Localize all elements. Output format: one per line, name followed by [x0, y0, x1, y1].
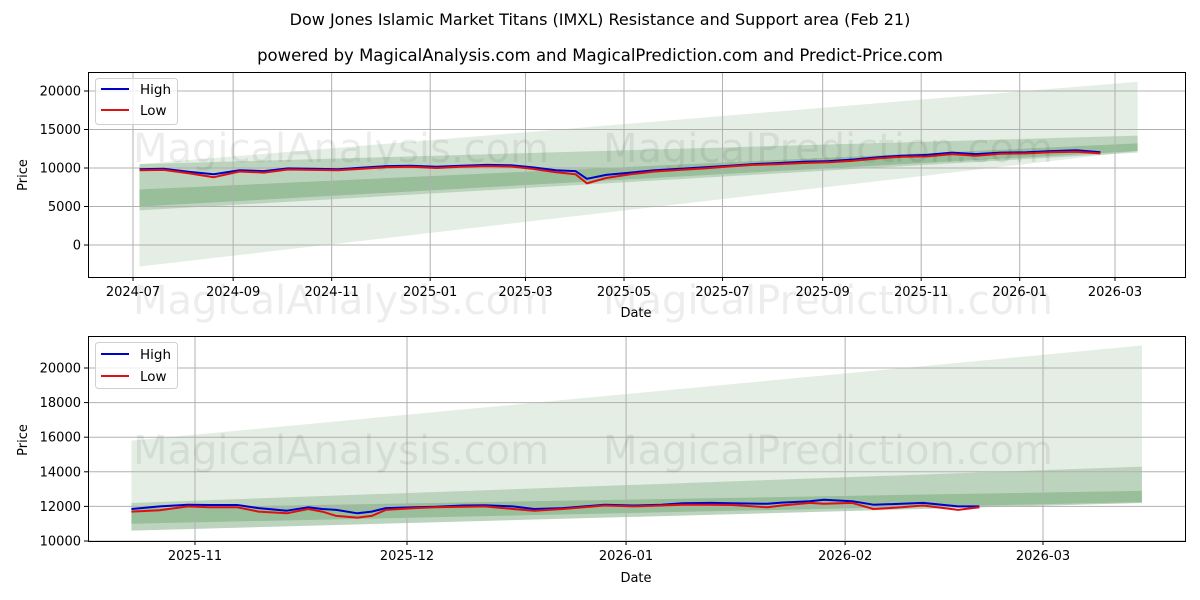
- y-tick-label: 15000: [40, 123, 81, 138]
- series-low-line: [139, 150, 1101, 185]
- x-tick-label: 2024-09: [206, 285, 260, 300]
- y-tick-label: 14000: [40, 465, 81, 480]
- legend-high-label-2: High: [140, 347, 171, 363]
- chart-subtitle: powered by MagicalAnalysis.com and Magic…: [257, 46, 943, 65]
- x-tick-label: 2025-03: [498, 285, 552, 300]
- y-tick-label: 10000: [40, 535, 81, 550]
- top-price-lines: [139, 149, 1101, 185]
- x-tick-label: 2026-01: [599, 549, 653, 564]
- series-high-line: [131, 498, 980, 515]
- bottom-price-chart: MagicalAnalysis.com MagicalPrediction.co…: [16, 336, 1186, 586]
- y-tick-label: 10000: [40, 162, 81, 177]
- watermark-analysis: MagicalAnalysis.com: [133, 126, 549, 172]
- watermark-prediction: MagicalPrediction.com: [603, 126, 1053, 172]
- y-tick-label: 12000: [40, 500, 81, 515]
- x-tick-label: 2026-02: [818, 549, 872, 564]
- top-watermark: MagicalAnalysis.com MagicalPrediction.co…: [133, 126, 1053, 324]
- x-tick-label: 2024-11: [304, 285, 358, 300]
- series-high-line: [139, 149, 1101, 180]
- band-mid-band: [131, 466, 1142, 531]
- top-y-axis-label: Price: [16, 159, 31, 191]
- y-tick-label: 20000: [40, 85, 81, 100]
- bottom-legend: High Low: [95, 342, 178, 389]
- y-tick-label: 5000: [48, 200, 81, 215]
- series-low-line: [131, 501, 980, 519]
- bottom-watermark: MagicalAnalysis.com MagicalPrediction.co…: [133, 428, 1053, 474]
- top-price-chart: MagicalAnalysis.com MagicalPrediction.co…: [16, 72, 1186, 324]
- top-x-axis-label: Date: [620, 306, 651, 321]
- x-tick-label: 2025-05: [597, 285, 651, 300]
- top-x-axis: 2024-07 2024-09 2024-11 2025-01 2025-03 2025-…: [106, 277, 1142, 300]
- y-tick-label: 16000: [40, 431, 81, 446]
- legend-high-label: High: [140, 82, 171, 98]
- legend-low-label: Low: [140, 103, 167, 119]
- x-tick-label: 2026-03: [1016, 549, 1070, 564]
- bottom-x-axis: 2025-11 2025-12 2026-01 2026-02 2026-03: [168, 541, 1070, 564]
- y-tick-label: 20000: [40, 362, 81, 377]
- watermark-analysis-2: MagicalAnalysis.com: [133, 278, 549, 324]
- watermark-analysis-3: MagicalAnalysis.com: [133, 428, 549, 474]
- top-y-axis: 0 5000 10000 15000 20000: [40, 85, 88, 254]
- bottom-y-axis-label: Price: [16, 424, 31, 456]
- top-legend: High Low: [95, 78, 178, 125]
- legend-low-label-2: Low: [140, 369, 167, 385]
- x-tick-label: 2025-07: [695, 285, 749, 300]
- x-tick-label: 2024-07: [106, 285, 160, 300]
- x-tick-label: 2025-09: [795, 285, 849, 300]
- y-tick-label: 0: [73, 239, 81, 254]
- band-inner-band: [139, 143, 1138, 207]
- bottom-price-lines: [131, 498, 980, 519]
- top-grid: [88, 72, 1185, 277]
- chart-title: Dow Jones Islamic Market Titans (IMXL) R…: [289, 10, 911, 29]
- y-tick-label: 18000: [40, 396, 81, 411]
- watermark-prediction-3: MagicalPrediction.com: [603, 428, 1053, 474]
- top-axes-frame: [88, 72, 1186, 278]
- bottom-x-axis-label: Date: [620, 571, 651, 586]
- bottom-axes-frame: [88, 336, 1186, 542]
- bottom-y-axis: 10000 12000 14000 16000 18000 20000: [40, 362, 88, 550]
- x-tick-label: 2025-11: [168, 549, 222, 564]
- band-outer-support-resistance: [131, 345, 1142, 531]
- x-tick-label: 2025-12: [380, 549, 434, 564]
- x-tick-label: 2025-11: [894, 285, 948, 300]
- x-tick-label: 2025-01: [403, 285, 457, 300]
- x-tick-label: 2026-01: [993, 285, 1047, 300]
- x-tick-label: 2026-03: [1088, 285, 1142, 300]
- watermark-prediction-2: MagicalPrediction.com: [603, 278, 1053, 324]
